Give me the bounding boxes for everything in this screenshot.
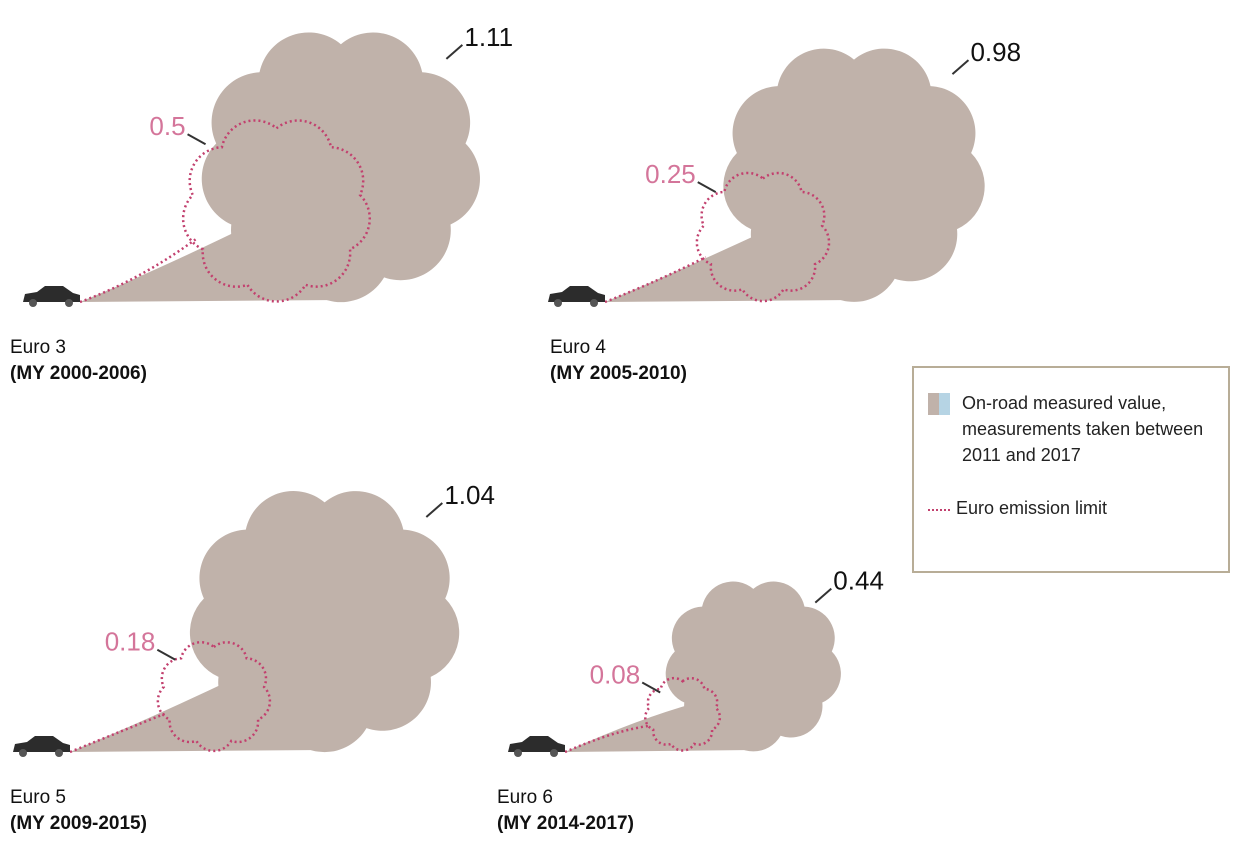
measured-cloud [201, 32, 480, 303]
car-wheel [19, 749, 27, 757]
measured-label: 1.11 [464, 22, 513, 52]
measured-cloud [723, 48, 985, 302]
legend-limit: Euro emission limit [928, 498, 1107, 519]
car-wheel [65, 299, 73, 307]
panel-name: Euro 4 [550, 337, 606, 358]
limit-trail [79, 238, 197, 304]
legend-swatch [939, 393, 950, 415]
legend: On-road measured value, measurements tak… [912, 366, 1230, 573]
exhaust-trail [80, 224, 341, 302]
measured-cloud [189, 491, 460, 753]
measured-label: 0.98 [970, 37, 1021, 67]
measured-label: 0.44 [833, 566, 884, 596]
limit-label: 0.25 [645, 159, 696, 189]
limit-cloud [156, 640, 272, 753]
leader-line [641, 681, 661, 694]
car-wheel [55, 749, 63, 757]
car-wheel [29, 299, 37, 307]
limit-cloud [181, 119, 371, 303]
leader-line [187, 133, 207, 146]
exhaust-trail [70, 677, 325, 752]
limit-cloud [644, 676, 722, 752]
measured-label: 1.04 [444, 480, 495, 510]
car-wheel [554, 299, 562, 307]
legend-swatch [928, 393, 939, 415]
exhaust-trail [605, 229, 855, 302]
leader-line [425, 502, 443, 518]
limit-label: 0.08 [590, 659, 641, 689]
panel-name: Euro 3 [10, 337, 66, 358]
car-wheel [550, 749, 558, 757]
panel-period: (MY 2014-2017) [497, 813, 634, 834]
panel-period: (MY 2009-2015) [10, 813, 147, 834]
legend-text: On-road measured value, measurements tak… [962, 393, 1204, 465]
legend-text: Euro emission limit [956, 498, 1108, 518]
car [508, 736, 565, 752]
limit-label: 0.5 [149, 111, 185, 141]
leader-line [697, 181, 717, 194]
car-wheel [590, 299, 598, 307]
legend-swatch [928, 509, 950, 511]
panel-period: (MY 2000-2006) [10, 363, 147, 384]
panel-name: Euro 5 [10, 787, 66, 808]
leader-line [951, 59, 970, 75]
car [23, 286, 80, 302]
limit-trail [564, 724, 651, 754]
car-wheel [514, 749, 522, 757]
panel-period: (MY 2005-2010) [550, 363, 687, 384]
leader-line [156, 648, 176, 661]
leader-line [814, 587, 832, 604]
limit-cloud [695, 171, 831, 303]
car [13, 736, 70, 752]
limit-label: 0.18 [105, 627, 156, 657]
legend-measured: On-road measured value, measurements tak… [928, 390, 1212, 468]
leader-line [445, 44, 464, 60]
measured-cloud [665, 581, 841, 752]
panel-name: Euro 6 [497, 787, 553, 808]
car [548, 286, 605, 302]
